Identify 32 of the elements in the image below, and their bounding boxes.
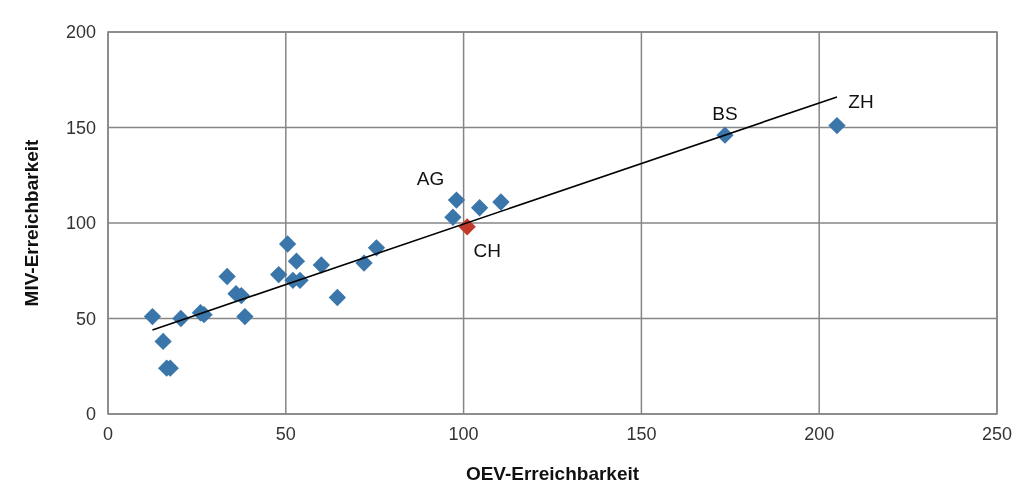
x-tick-label: 0	[102, 424, 114, 444]
annotation: BS	[712, 102, 738, 124]
annotation: AG	[416, 167, 445, 189]
point	[312, 256, 331, 274]
x-axis-title: OEV-Erreichbarkeit	[465, 463, 640, 484]
y-tick-label: 150	[65, 117, 96, 138]
y-tick-label: 200	[65, 22, 96, 43]
point	[236, 307, 254, 326]
point	[470, 199, 489, 217]
x-tick-label: 200	[804, 424, 835, 444]
point	[154, 332, 172, 351]
annotation: CH	[473, 240, 501, 262]
x-tick-label: 100	[448, 424, 479, 444]
point	[287, 252, 306, 270]
point	[367, 239, 386, 257]
y-tick-label: 0	[85, 404, 96, 425]
point	[270, 265, 288, 284]
point	[143, 307, 162, 326]
y-tick-label: 100	[65, 213, 96, 234]
x-tick-label: 150	[626, 424, 657, 444]
x-tick-label: 250	[981, 424, 1013, 444]
point	[828, 116, 846, 135]
y-tick-label: 50	[75, 308, 96, 329]
y-axis-title: MIV-Erreichbarkeit	[21, 138, 42, 307]
point	[278, 235, 297, 253]
point	[444, 208, 462, 226]
point	[328, 288, 347, 307]
annotation: ZH	[848, 91, 874, 113]
point	[218, 267, 236, 286]
x-tick-label: 50	[275, 424, 296, 444]
point	[447, 191, 466, 209]
point	[492, 193, 510, 211]
